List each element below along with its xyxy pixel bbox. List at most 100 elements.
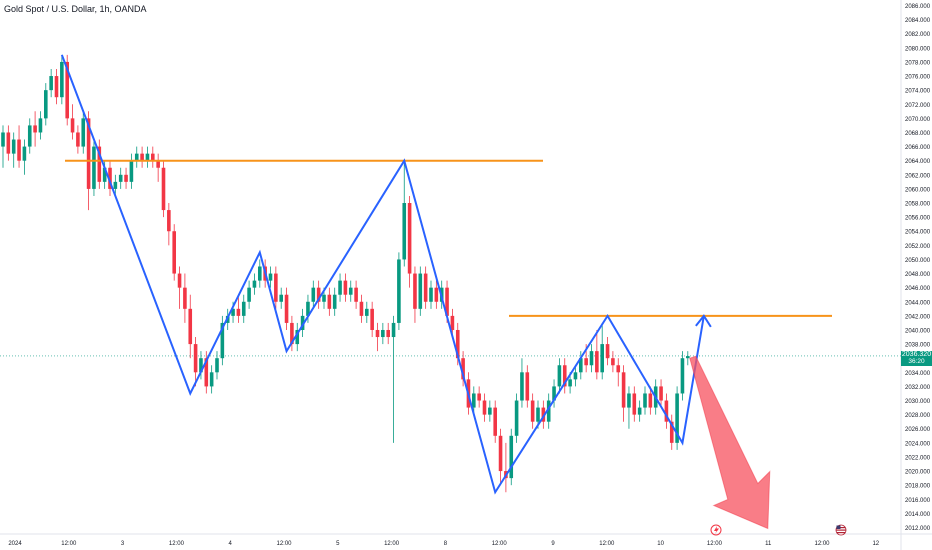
candle-body (488, 407, 492, 415)
y-tick-label: 2072.000 (905, 103, 931, 109)
candle-body (589, 351, 594, 366)
candle-body (477, 393, 481, 401)
y-tick-label: 2054.000 (905, 230, 931, 236)
y-tick-label: 2048.000 (905, 272, 931, 278)
zigzag-pattern (60, 54, 712, 495)
x-tick-label: 12:00 (384, 541, 400, 547)
candle-body (97, 146, 102, 182)
candle-body (86, 118, 91, 189)
candle-body (397, 259, 401, 323)
candle-body (359, 301, 364, 316)
candle-body (627, 393, 631, 408)
y-axis: 2012.000 2014.000 2016.000 2018.000 2020.000… (905, 4, 931, 532)
x-tick-label: 12:00 (492, 541, 508, 547)
candle-body (595, 351, 599, 373)
candle-body (167, 210, 171, 232)
candle-body (215, 358, 219, 373)
x-tick-label: 2024 (8, 541, 22, 547)
zigzag-line[interactable] (60, 54, 705, 495)
y-tick-label: 2078.000 (905, 60, 931, 66)
candle-body (279, 294, 283, 302)
candle-body (65, 61, 69, 119)
y-tick-label: 2066.000 (905, 145, 931, 151)
candle-body (530, 400, 535, 422)
candle-body (113, 181, 118, 189)
y-tick-label: 2056.000 (905, 216, 931, 222)
candle-body (6, 132, 11, 154)
candle-body (568, 379, 572, 387)
candle-body (643, 393, 647, 408)
candle-body (354, 287, 358, 302)
candle-body (434, 287, 439, 302)
candle-body (520, 372, 524, 401)
candle-body (536, 407, 540, 422)
y-tick-label: 2062.000 (905, 173, 931, 179)
candle-body (616, 365, 621, 373)
candle-body (177, 273, 182, 288)
chart-title: Gold Spot / U.S. Dollar, 1h, OANDA (4, 4, 147, 14)
x-axis: 2024 12:00 3 12:00 4 12:00 5 12:00 8 12:00 9 12:00 1… (8, 541, 879, 547)
candle-body (247, 287, 251, 302)
candle-body (375, 329, 380, 338)
current-price-tag: 2036.320 36:20 (901, 351, 932, 366)
x-tick-label: 9 (551, 541, 555, 547)
x-tick-label: 11 (765, 541, 772, 547)
candle-body (482, 400, 487, 415)
candle-body (81, 118, 86, 147)
candle-body (686, 356, 690, 359)
candle-body (418, 273, 423, 309)
candle-body (231, 308, 235, 316)
candle-body (600, 344, 604, 373)
x-tick-label: 12 (872, 541, 879, 547)
y-tick-label: 2014.000 (905, 512, 931, 518)
us-flag-icon[interactable] (835, 524, 847, 536)
candle-body (327, 294, 332, 309)
candle-body (33, 125, 37, 133)
candle-body (274, 273, 278, 302)
candle-body (108, 167, 112, 189)
candle-body (621, 372, 626, 408)
candle-body (236, 308, 241, 316)
candle-body (407, 203, 412, 274)
candle-body (70, 118, 75, 133)
candle-body (290, 322, 294, 345)
candle-body (381, 329, 385, 338)
lightning-icon[interactable] (710, 524, 722, 536)
x-tick-label: 12:00 (276, 541, 292, 547)
candle-body (17, 139, 21, 161)
candle-body (669, 421, 674, 443)
candle-body (514, 400, 519, 436)
candle-body (402, 203, 407, 260)
candles (1, 54, 690, 493)
y-tick-label: 2024.000 (905, 441, 931, 447)
candle-body (76, 132, 80, 147)
y-tick-label: 2064.000 (905, 159, 931, 165)
projected-drop-arrow[interactable] (689, 355, 771, 530)
y-tick-label: 2060.000 (905, 187, 931, 193)
candle-body (584, 358, 588, 366)
candle-body (129, 160, 134, 182)
candle-body (413, 273, 417, 309)
candle-body (161, 167, 166, 211)
candle-body (498, 435, 503, 472)
candle-body (338, 280, 342, 295)
y-tick-label: 2076.000 (905, 75, 931, 81)
x-tick-label: 12:00 (599, 541, 615, 547)
candle-body (648, 393, 653, 408)
candle-body (188, 308, 193, 345)
y-tick-label: 2020.000 (905, 470, 931, 476)
y-tick-label: 2070.000 (905, 117, 931, 123)
candle-body (92, 146, 96, 189)
y-tick-label: 2028.000 (905, 413, 931, 419)
candle-body (611, 358, 615, 366)
candle-body (450, 315, 455, 330)
y-tick-label: 2052.000 (905, 244, 931, 250)
candle-body (209, 372, 214, 387)
x-tick-label: 4 (229, 541, 233, 547)
candle-body (637, 407, 642, 415)
candle-body (124, 174, 128, 182)
x-tick-label: 10 (657, 541, 664, 547)
candle-body (391, 322, 396, 338)
candle-body (140, 153, 144, 161)
